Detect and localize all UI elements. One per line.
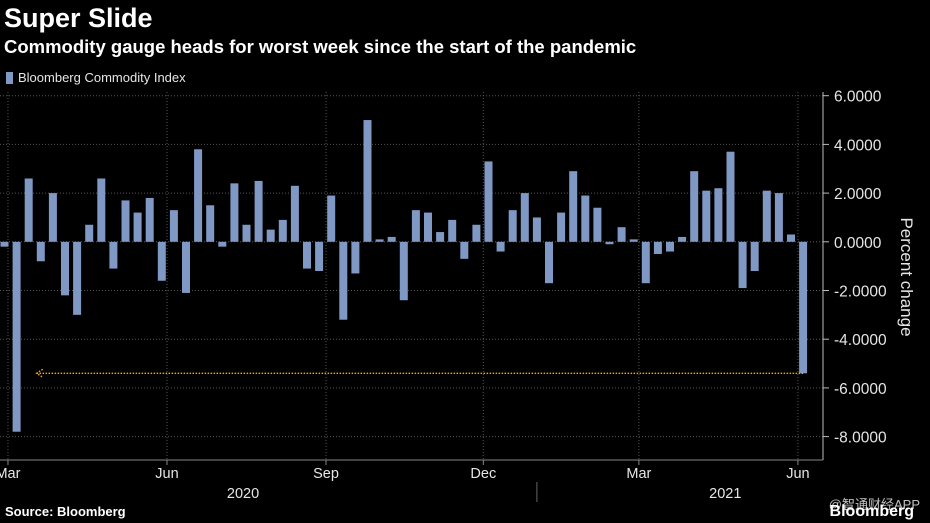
bar (799, 241, 808, 374)
bar (254, 180, 263, 242)
bar (520, 193, 529, 242)
bar (133, 212, 142, 242)
bar (194, 149, 203, 242)
bar (363, 120, 372, 242)
bar (36, 241, 45, 262)
bar (327, 195, 336, 242)
bar (290, 185, 299, 242)
chart-title: Super Slide (4, 3, 153, 33)
bar (387, 236, 396, 242)
bar (460, 241, 469, 259)
year-label: 2020 (227, 486, 259, 502)
bar (278, 219, 287, 242)
bar (617, 227, 626, 242)
x-tick-label: Dec (470, 466, 496, 482)
bar (787, 234, 795, 242)
bar (424, 212, 432, 242)
year-label: 2021 (709, 486, 741, 502)
bar (24, 178, 33, 242)
bar (678, 236, 687, 242)
bar (569, 171, 578, 242)
bar (774, 193, 783, 242)
bar (605, 241, 614, 245)
bar (750, 241, 759, 272)
annotation-arrowhead (35, 368, 44, 378)
bar (508, 210, 517, 242)
bar (738, 241, 747, 289)
bar (339, 241, 348, 320)
bar (218, 241, 227, 247)
x-tick-label: Jun (786, 466, 809, 482)
bar (411, 210, 420, 242)
bar (484, 161, 493, 242)
bar (436, 232, 445, 242)
bar (545, 241, 553, 284)
x-tick-label: Mar (0, 466, 21, 482)
bar (653, 241, 662, 254)
bar (12, 241, 21, 432)
watermark: @智通财经APP (828, 497, 920, 512)
bar (97, 178, 106, 242)
y-tick-label: -4.0000 (834, 332, 887, 349)
chart-subtitle: Commodity gauge heads for worst week sin… (4, 36, 637, 57)
legend-swatch (6, 71, 13, 84)
bar (48, 193, 57, 242)
bar (581, 195, 590, 242)
bar (351, 241, 360, 274)
bar (593, 207, 602, 242)
x-tick-label: Jun (155, 466, 178, 482)
bar (157, 241, 166, 281)
bar (85, 224, 94, 242)
bar (230, 183, 239, 242)
y-axis-label: Percent change (897, 217, 916, 337)
bar (109, 241, 118, 269)
chart-legend: Bloomberg Commodity Index (6, 70, 186, 85)
bar (303, 241, 311, 269)
bar (315, 241, 324, 272)
source-note: Source: Bloomberg (5, 504, 126, 519)
bar (145, 197, 154, 242)
bar (629, 239, 638, 242)
y-tick-label: -8.0000 (834, 430, 887, 447)
bar (61, 241, 69, 296)
bar (702, 190, 711, 242)
legend-label: Bloomberg Commodity Index (18, 70, 186, 85)
y-tick-label: 6.0000 (834, 89, 882, 106)
bar (641, 241, 650, 284)
x-tick-label: Mar (626, 466, 651, 482)
bar (375, 239, 384, 242)
y-tick-label: -6.0000 (834, 381, 887, 398)
bar (472, 224, 481, 242)
bar (714, 188, 723, 242)
bar (73, 241, 82, 315)
bar (266, 229, 275, 242)
bar (557, 212, 566, 242)
bar (726, 151, 735, 242)
x-tick-label: Sep (313, 466, 339, 482)
y-tick-label: 0.0000 (834, 235, 882, 252)
brand-logo: Bloomberg (829, 503, 914, 520)
y-tick-label: -2.0000 (834, 284, 887, 301)
bar (666, 241, 674, 252)
bar (242, 224, 251, 242)
bar (532, 217, 541, 242)
bar (496, 241, 505, 252)
bar (121, 200, 130, 242)
bar (169, 210, 178, 242)
y-tick-label: 4.0000 (834, 137, 882, 154)
bar (399, 241, 408, 301)
bar (762, 190, 771, 242)
bar (0, 241, 9, 247)
bar (448, 219, 457, 242)
bar (690, 171, 699, 242)
bar (206, 205, 215, 242)
bar (182, 241, 190, 293)
y-tick-label: 2.0000 (834, 186, 882, 203)
